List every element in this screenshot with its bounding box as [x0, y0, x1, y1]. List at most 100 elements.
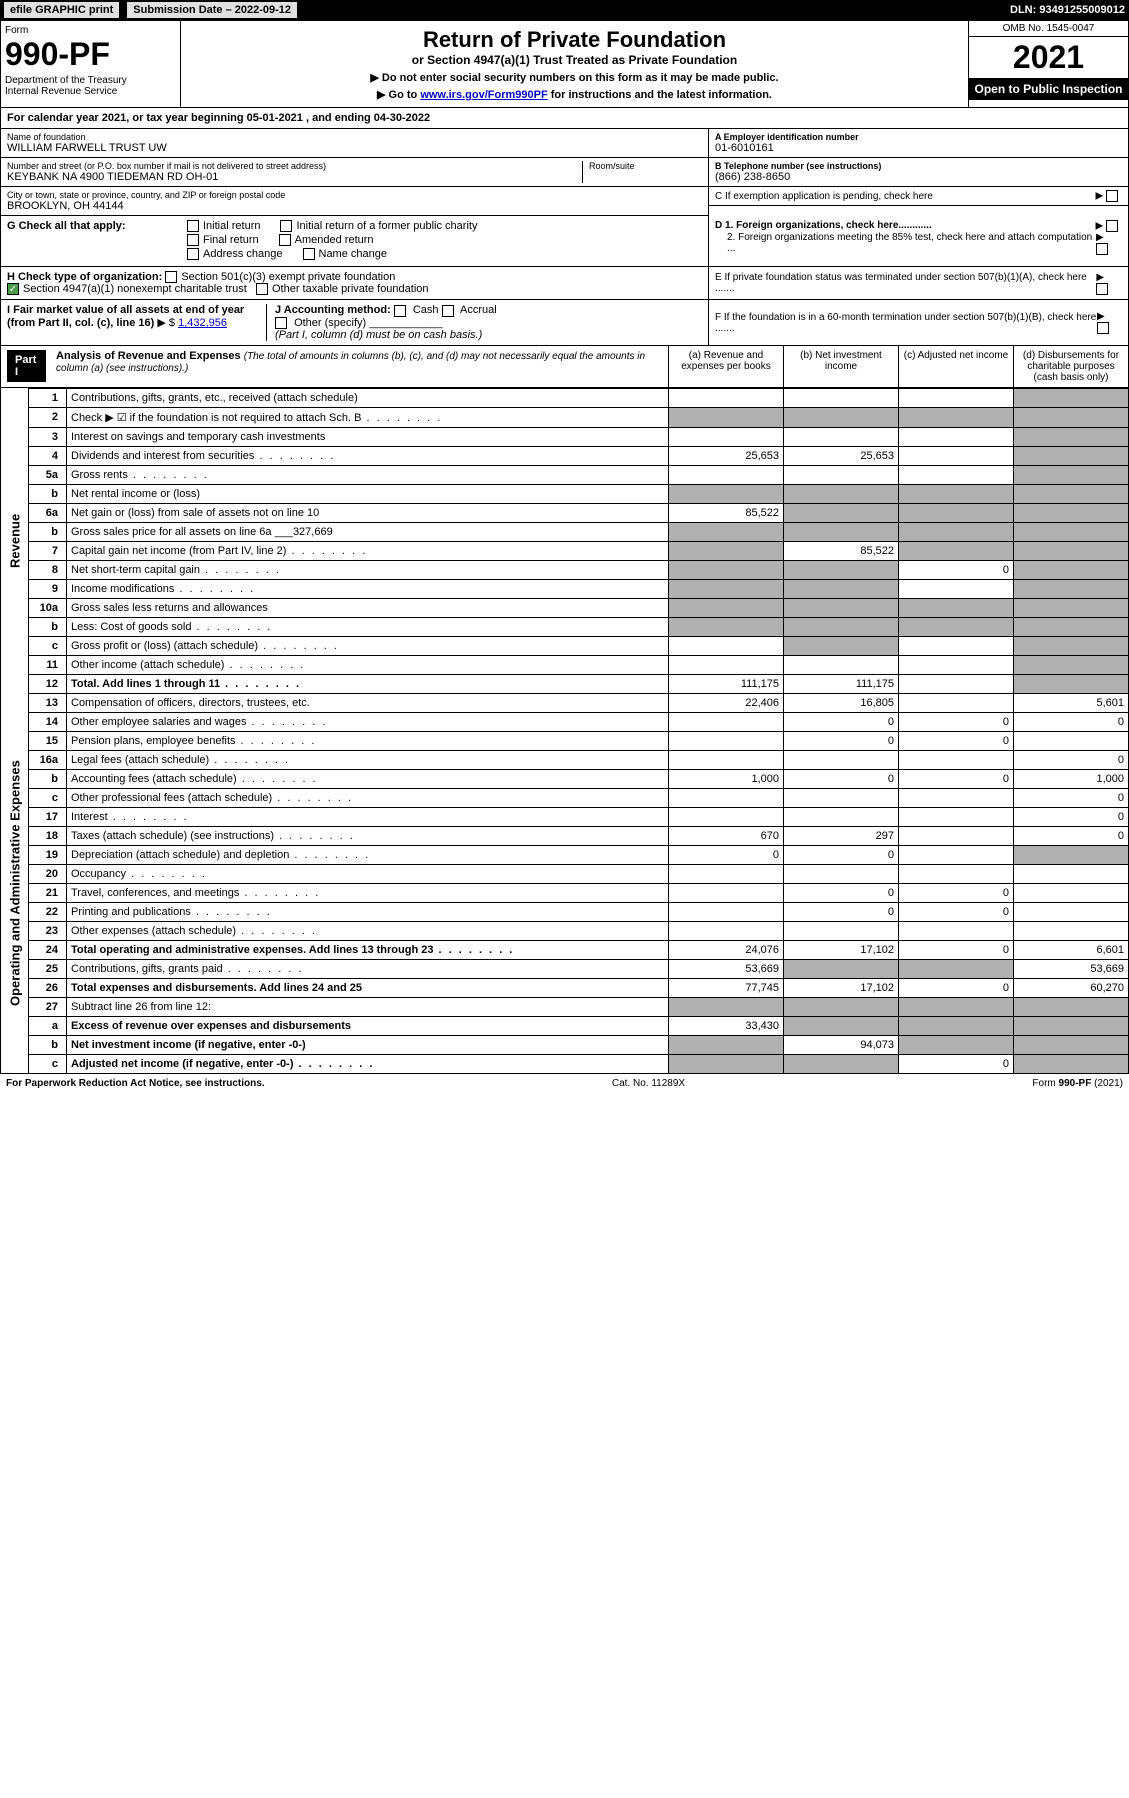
chk-amended[interactable] — [279, 234, 291, 246]
line-desc: Taxes (attach schedule) (see instruction… — [67, 826, 669, 845]
cell-a: 22,406 — [669, 693, 784, 712]
city: BROOKLYN, OH 44144 — [7, 200, 702, 212]
line-num: 14 — [29, 712, 67, 731]
dln: DLN: 93491255009012 — [1010, 4, 1125, 16]
cell-b — [784, 1016, 899, 1035]
chk-name-change[interactable] — [303, 248, 315, 260]
line-num: 3 — [29, 427, 67, 446]
line-desc: Gross sales less returns and allowances — [67, 598, 669, 617]
name-label: Name of foundation — [7, 132, 702, 142]
cell-d — [1014, 407, 1129, 427]
submission-date: Submission Date – 2022-09-12 — [127, 2, 297, 18]
cell-b: 111,175 — [784, 674, 899, 693]
line-desc: Gross sales price for all assets on line… — [67, 522, 669, 541]
d1-checkbox[interactable] — [1106, 220, 1118, 232]
part1-badge: Part I — [7, 350, 46, 382]
addr-label: Number and street (or P.O. box number if… — [7, 161, 582, 171]
cell-a — [669, 731, 784, 750]
cell-c — [899, 997, 1014, 1016]
cell-a — [669, 484, 784, 503]
form-label: Form — [5, 25, 176, 36]
line-num: 15 — [29, 731, 67, 750]
line-desc: Less: Cost of goods sold — [67, 617, 669, 636]
line-desc: Pension plans, employee benefits — [67, 731, 669, 750]
cell-a: 24,076 — [669, 940, 784, 959]
c-checkbox[interactable] — [1106, 190, 1118, 202]
cell-d — [1014, 864, 1129, 883]
line-desc: Total expenses and disbursements. Add li… — [67, 978, 669, 997]
cell-b — [784, 750, 899, 769]
cell-b: 0 — [784, 731, 899, 750]
line-desc: Compensation of officers, directors, tru… — [67, 693, 669, 712]
fmv-link[interactable]: 1,432,956 — [178, 317, 227, 329]
line-num: 17 — [29, 807, 67, 826]
chk-other-method[interactable] — [275, 317, 287, 329]
cell-a — [669, 427, 784, 446]
cell-a — [669, 807, 784, 826]
e-checkbox[interactable] — [1096, 283, 1108, 295]
cell-d — [1014, 636, 1129, 655]
cell-b — [784, 427, 899, 446]
cell-c: 0 — [899, 940, 1014, 959]
line-num: b — [29, 769, 67, 788]
line-num: 20 — [29, 864, 67, 883]
f-checkbox[interactable] — [1097, 322, 1109, 334]
cell-b — [784, 997, 899, 1016]
line-num: b — [29, 617, 67, 636]
chk-4947[interactable] — [7, 283, 19, 295]
cell-a — [669, 407, 784, 427]
cell-d — [1014, 598, 1129, 617]
cell-d — [1014, 731, 1129, 750]
d2-checkbox[interactable] — [1096, 243, 1108, 255]
chk-cash[interactable] — [394, 305, 406, 317]
line-num: 24 — [29, 940, 67, 959]
room-label: Room/suite — [589, 161, 702, 171]
cell-c: 0 — [899, 978, 1014, 997]
line-desc: Depreciation (attach schedule) and deple… — [67, 845, 669, 864]
col-d-head: (d) Disbursements for charitable purpose… — [1013, 346, 1128, 387]
line-desc: Other income (attach schedule) — [67, 655, 669, 674]
cell-d — [1014, 997, 1129, 1016]
cell-a — [669, 522, 784, 541]
line-num: 1 — [29, 388, 67, 407]
d1-label: D 1. Foreign organizations, check here..… — [715, 220, 932, 232]
cell-c — [899, 655, 1014, 674]
line-desc: Total. Add lines 1 through 11 — [67, 674, 669, 693]
cell-b: 25,653 — [784, 446, 899, 465]
address: KEYBANK NA 4900 TIEDEMAN RD OH-01 — [7, 171, 582, 183]
chk-initial-former[interactable] — [280, 220, 292, 232]
cell-b — [784, 522, 899, 541]
line-desc: Net investment income (if negative, ente… — [67, 1035, 669, 1054]
cell-c — [899, 959, 1014, 978]
cell-d — [1014, 674, 1129, 693]
e-label: E If private foundation status was termi… — [715, 272, 1096, 294]
cell-c: 0 — [899, 1054, 1014, 1073]
line-desc: Gross profit or (loss) (attach schedule) — [67, 636, 669, 655]
chk-addr-change[interactable] — [187, 248, 199, 260]
chk-initial[interactable] — [187, 220, 199, 232]
line-num: 12 — [29, 674, 67, 693]
irs-link[interactable]: www.irs.gov/Form990PF — [420, 89, 547, 101]
line-desc: Occupancy — [67, 864, 669, 883]
open-inspection: Open to Public Inspection — [969, 78, 1128, 100]
cell-c — [899, 598, 1014, 617]
cell-d — [1014, 427, 1129, 446]
cell-b — [784, 864, 899, 883]
form-number: 990-PF — [5, 36, 176, 73]
line-desc: Interest — [67, 807, 669, 826]
line-num: 27 — [29, 997, 67, 1016]
chk-other-taxable[interactable] — [256, 283, 268, 295]
cell-c — [899, 788, 1014, 807]
cell-c — [899, 465, 1014, 484]
efile-btn[interactable]: efile GRAPHIC print — [4, 2, 119, 18]
cell-c — [899, 446, 1014, 465]
chk-accrual[interactable] — [442, 305, 454, 317]
chk-final[interactable] — [187, 234, 199, 246]
chk-501c3[interactable] — [165, 271, 177, 283]
cell-d — [1014, 617, 1129, 636]
cell-d — [1014, 883, 1129, 902]
line-desc: Contributions, gifts, grants, etc., rece… — [67, 388, 669, 407]
cell-a — [669, 712, 784, 731]
line-desc: Adjusted net income (if negative, enter … — [67, 1054, 669, 1073]
line-num: 16a — [29, 750, 67, 769]
